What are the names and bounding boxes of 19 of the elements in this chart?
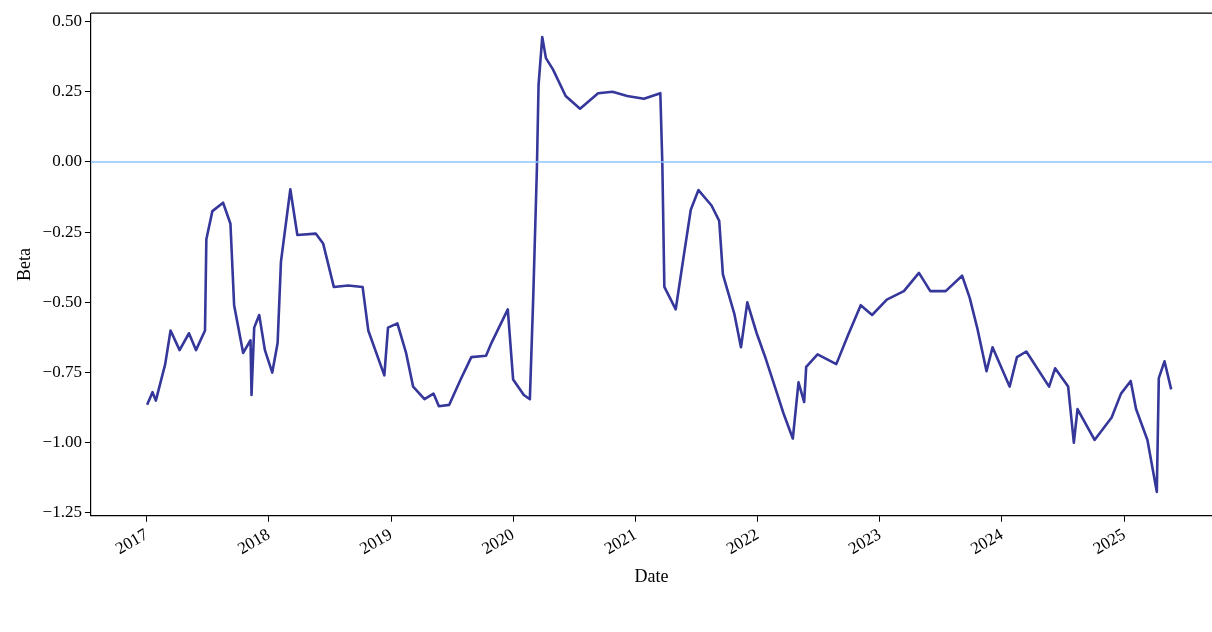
y-tick-label: −1.00 [42, 432, 82, 452]
y-tick-label: −0.25 [42, 221, 82, 241]
x-tick-label: 2019 [356, 524, 396, 558]
x-axis-title: Date [634, 565, 669, 586]
y-tick-label: −1.25 [42, 502, 82, 522]
x-tick-label: 2022 [723, 524, 762, 558]
x-tick-label: 2020 [478, 524, 518, 558]
y-tick-label: −0.50 [42, 291, 82, 311]
x-tick-label: 2017 [112, 524, 152, 558]
y-tick-label: 0.00 [52, 151, 82, 171]
x-tick-label: 2024 [967, 524, 1007, 558]
x-tick-label: 2021 [600, 524, 640, 558]
y-tick-label: 0.25 [52, 81, 82, 101]
x-tick-label: 2023 [845, 524, 885, 558]
y-tick-label: −0.75 [42, 362, 82, 382]
y-axis-title: Beta [13, 247, 34, 281]
x-tick-label: 2018 [234, 524, 274, 558]
x-tick-label: 2025 [1089, 524, 1129, 558]
y-tick-label: 0.50 [52, 11, 82, 31]
